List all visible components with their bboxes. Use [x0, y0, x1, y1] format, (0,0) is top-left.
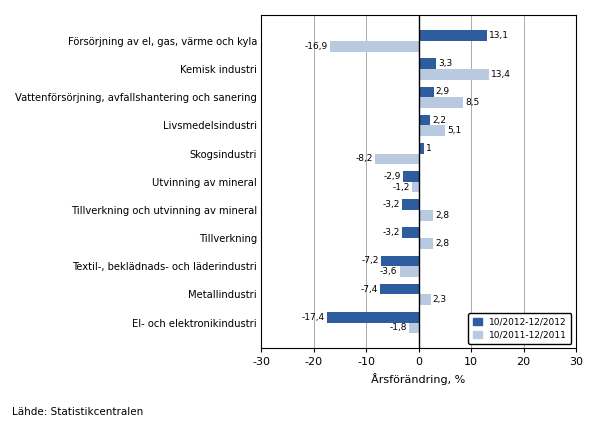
Bar — [327, 312, 419, 322]
Text: -7,4: -7,4 — [360, 285, 377, 293]
Text: 5,1: 5,1 — [447, 126, 462, 135]
Bar — [419, 69, 489, 80]
Text: 2,8: 2,8 — [435, 239, 450, 248]
Bar — [380, 284, 419, 294]
Bar — [419, 210, 433, 221]
Text: -3,2: -3,2 — [382, 200, 399, 209]
Bar — [330, 41, 419, 51]
Text: 2,8: 2,8 — [435, 211, 450, 220]
Bar — [403, 171, 419, 182]
Bar — [402, 227, 419, 238]
Bar — [409, 322, 419, 333]
Text: -17,4: -17,4 — [302, 313, 325, 322]
Text: -7,2: -7,2 — [361, 256, 379, 265]
Bar — [419, 143, 424, 154]
Text: -16,9: -16,9 — [304, 42, 328, 51]
Bar — [399, 266, 419, 277]
Bar — [419, 86, 434, 97]
Bar — [376, 154, 419, 164]
Bar — [412, 182, 419, 192]
Bar — [381, 256, 419, 266]
Bar — [402, 199, 419, 210]
Text: 3,3: 3,3 — [438, 59, 452, 68]
Text: 2,9: 2,9 — [436, 87, 450, 96]
Text: -1,2: -1,2 — [393, 183, 410, 192]
Bar — [419, 97, 463, 108]
Bar — [419, 115, 430, 125]
Text: Lähde: Statistikcentralen: Lähde: Statistikcentralen — [12, 407, 143, 417]
Text: -3,6: -3,6 — [380, 267, 398, 276]
Text: -8,2: -8,2 — [356, 155, 373, 163]
Text: 1: 1 — [426, 144, 432, 153]
Text: -1,8: -1,8 — [389, 323, 407, 333]
Text: 2,3: 2,3 — [433, 295, 447, 304]
Bar — [419, 30, 487, 41]
Legend: 10/2012-12/2012, 10/2011-12/2011: 10/2012-12/2012, 10/2011-12/2011 — [468, 313, 572, 344]
Bar — [419, 59, 436, 69]
Bar — [419, 238, 433, 249]
Text: -2,9: -2,9 — [384, 172, 401, 181]
Text: 8,5: 8,5 — [465, 98, 480, 107]
X-axis label: Årsförändring, %: Årsförändring, % — [371, 373, 466, 385]
Text: -3,2: -3,2 — [382, 228, 399, 237]
Bar — [419, 294, 431, 305]
Bar — [419, 125, 446, 136]
Text: 2,2: 2,2 — [432, 115, 446, 125]
Text: 13,4: 13,4 — [491, 70, 511, 79]
Text: 13,1: 13,1 — [489, 31, 509, 40]
